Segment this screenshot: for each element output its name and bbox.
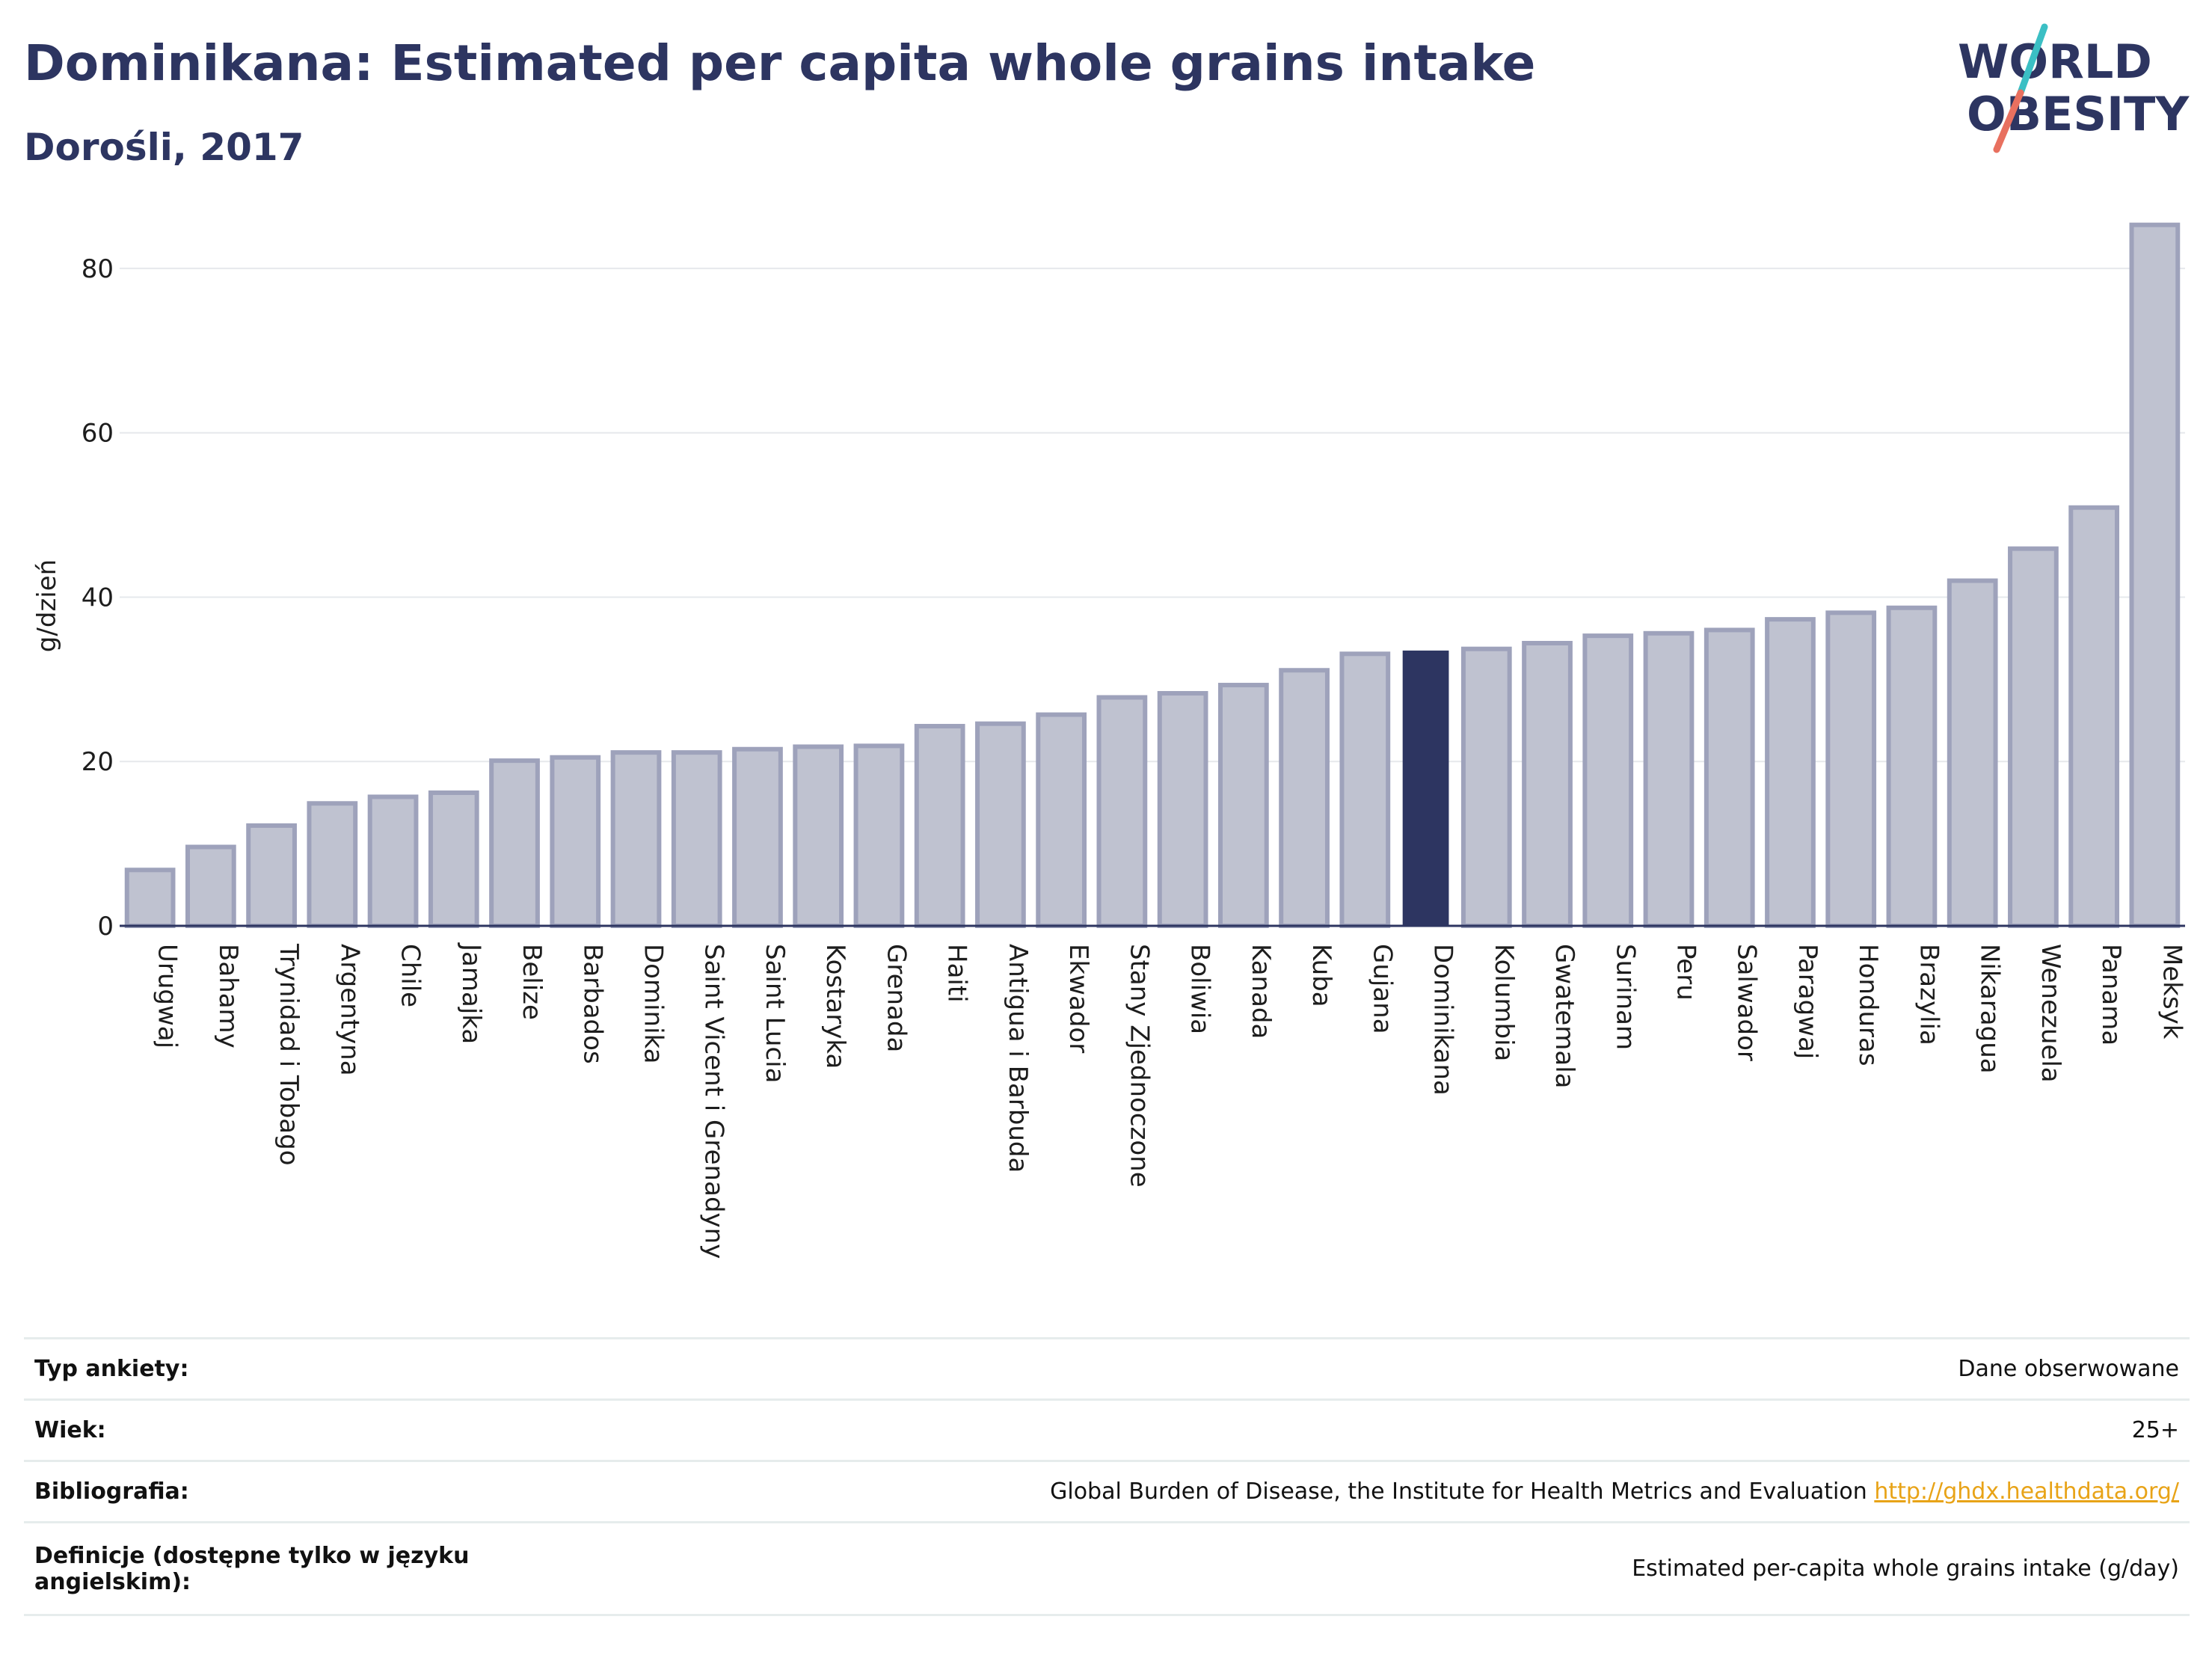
- world-obesity-logo: WORLD OBESITY: [1958, 23, 2190, 153]
- x-tick-label: Trynidad i Tobago: [274, 943, 304, 1166]
- bar: [1460, 646, 1512, 929]
- bars: [124, 222, 2181, 929]
- x-tick-label: Gujana: [1367, 944, 1397, 1034]
- x-tick-label: Antigua i Barbuda: [1003, 944, 1033, 1173]
- chart-subtitle: Dorośli, 2017: [24, 126, 304, 169]
- bar: [2068, 505, 2120, 928]
- x-tick-label: Boliwia: [1185, 944, 1215, 1034]
- x-tick-label: Ekwador: [1063, 944, 1093, 1053]
- x-tick-label: Wenezuela: [2036, 944, 2065, 1083]
- bar-chart: 0 20 40 60 80 Urugwaj Bahamy Trynidad i Tobago A…: [32, 222, 2187, 1259]
- x-tick-label: Meksyk: [2157, 944, 2187, 1040]
- bar: [2129, 222, 2181, 928]
- x-tick-label: Argentyna: [334, 944, 364, 1076]
- bar: [1703, 627, 1755, 929]
- bar: [1765, 617, 1816, 928]
- x-tick-label: Honduras: [1853, 944, 1883, 1066]
- x-tick-label: Dominika: [639, 944, 669, 1063]
- bar-highlight: [1402, 650, 1449, 926]
- x-tick-label: Kuba: [1306, 944, 1336, 1007]
- meta-row-survey-type: Typ ankiety: Dane obserwowane: [24, 1337, 2190, 1401]
- x-tick-label: Grenada: [881, 944, 911, 1052]
- y-axis-title: g/dzień: [32, 559, 62, 652]
- bar: [307, 801, 358, 928]
- bar: [793, 744, 844, 928]
- meta-label: Wiek:: [24, 1398, 523, 1462]
- x-tick-label: Kanada: [1246, 944, 1276, 1039]
- logo-slash-teal: [2017, 23, 2048, 96]
- y-tick-label: 80: [82, 254, 114, 284]
- bar: [1339, 651, 1391, 928]
- y-tick-label: 0: [97, 912, 114, 942]
- y-tick-label: 60: [82, 419, 114, 449]
- x-tick-label: Haiti: [942, 944, 972, 1003]
- bar: [610, 750, 662, 928]
- bar: [489, 758, 540, 929]
- x-tick-label: Panama: [2096, 944, 2126, 1045]
- bar: [124, 868, 176, 929]
- meta-label: Definicje (dostępne tylko w języku angie…: [24, 1521, 523, 1616]
- x-tick-label: Barbados: [577, 944, 607, 1064]
- logo-line-world: WORLD: [1958, 34, 2152, 89]
- bar: [1522, 640, 1573, 929]
- bar: [1886, 605, 1938, 928]
- bar: [1279, 668, 1330, 928]
- x-tick-label: Nikaragua: [1975, 944, 2005, 1074]
- logo-slash-coral: [1993, 89, 2024, 153]
- bar: [975, 721, 1026, 928]
- y-tick-label: 20: [82, 747, 114, 777]
- chart-title: Dominikana: Estimated per capita whole g…: [24, 34, 1536, 92]
- meta-label: Bibliografia:: [24, 1460, 523, 1523]
- x-tick-label: Stany Zjednoczone: [1124, 944, 1154, 1188]
- x-tick-label: Salwador: [1732, 944, 1762, 1061]
- bar: [428, 790, 479, 928]
- bar: [1825, 610, 1877, 929]
- x-tick-label: Kostaryka: [820, 944, 850, 1069]
- x-tick-label: Belize: [517, 944, 547, 1020]
- bar: [550, 755, 601, 929]
- x-tick-label: Paragwaj: [1792, 944, 1822, 1059]
- x-tick-label: Dominikana: [1428, 944, 1458, 1096]
- x-tick-label: Saint Lucia: [760, 944, 790, 1083]
- bar: [367, 794, 419, 929]
- bar: [1582, 633, 1634, 929]
- bar: [185, 844, 236, 929]
- bar: [732, 746, 783, 928]
- meta-row-age: Wiek: 25+: [24, 1398, 2190, 1462]
- meta-value: Estimated per-capita whole grains intake…: [523, 1521, 2190, 1616]
- x-tick-label: Urugwaj: [153, 944, 182, 1048]
- bar: [1217, 683, 1269, 929]
- bar: [1036, 712, 1087, 928]
- bibliography-link[interactable]: http://ghdx.healthdata.org/: [1874, 1479, 2179, 1505]
- x-tick-label: Surinam: [1610, 944, 1640, 1050]
- meta-value: 25+: [523, 1398, 2190, 1462]
- x-tick-label: Saint Vicent i Grenadyny: [699, 944, 729, 1259]
- meta-row-bibliography: Bibliografia: Global Burden of Disease, …: [24, 1460, 2190, 1523]
- x-tick-label: Brazylia: [1914, 944, 1944, 1045]
- bar: [1096, 695, 1148, 928]
- tick-labels: 0 20 40 60 80 Urugwaj Bahamy Trynidad i Tobago A…: [82, 254, 2187, 1259]
- meta-row-definitions: Definicje (dostępne tylko w języku angie…: [24, 1521, 2190, 1616]
- bar: [1947, 578, 1998, 929]
- metadata-table: Typ ankiety: Dane obserwowane Wiek: 25+ …: [24, 1337, 2190, 1616]
- x-tick-label: Gwatemala: [1549, 944, 1579, 1088]
- meta-value: Dane obserwowane: [523, 1337, 2190, 1401]
- bar: [1157, 691, 1208, 928]
- meta-value: Global Burden of Disease, the Institute …: [523, 1460, 2190, 1523]
- x-tick-label: Peru: [1671, 944, 1701, 1001]
- x-tick-label: Jamajka: [456, 942, 486, 1044]
- meta-label: Typ ankiety:: [24, 1337, 523, 1401]
- bar: [1643, 630, 1695, 928]
- bibliography-text: Global Burden of Disease, the Institute …: [1050, 1479, 1867, 1505]
- x-tick-label: Kolumbia: [1489, 944, 1519, 1061]
- x-tick-label: Chile: [396, 944, 425, 1007]
- bar: [2008, 546, 2059, 928]
- y-tick-label: 40: [82, 583, 114, 612]
- bar: [853, 743, 905, 929]
- x-tick-label: Bahamy: [213, 944, 243, 1048]
- bar: [914, 723, 965, 928]
- bar: [246, 823, 297, 928]
- bar: [671, 750, 722, 928]
